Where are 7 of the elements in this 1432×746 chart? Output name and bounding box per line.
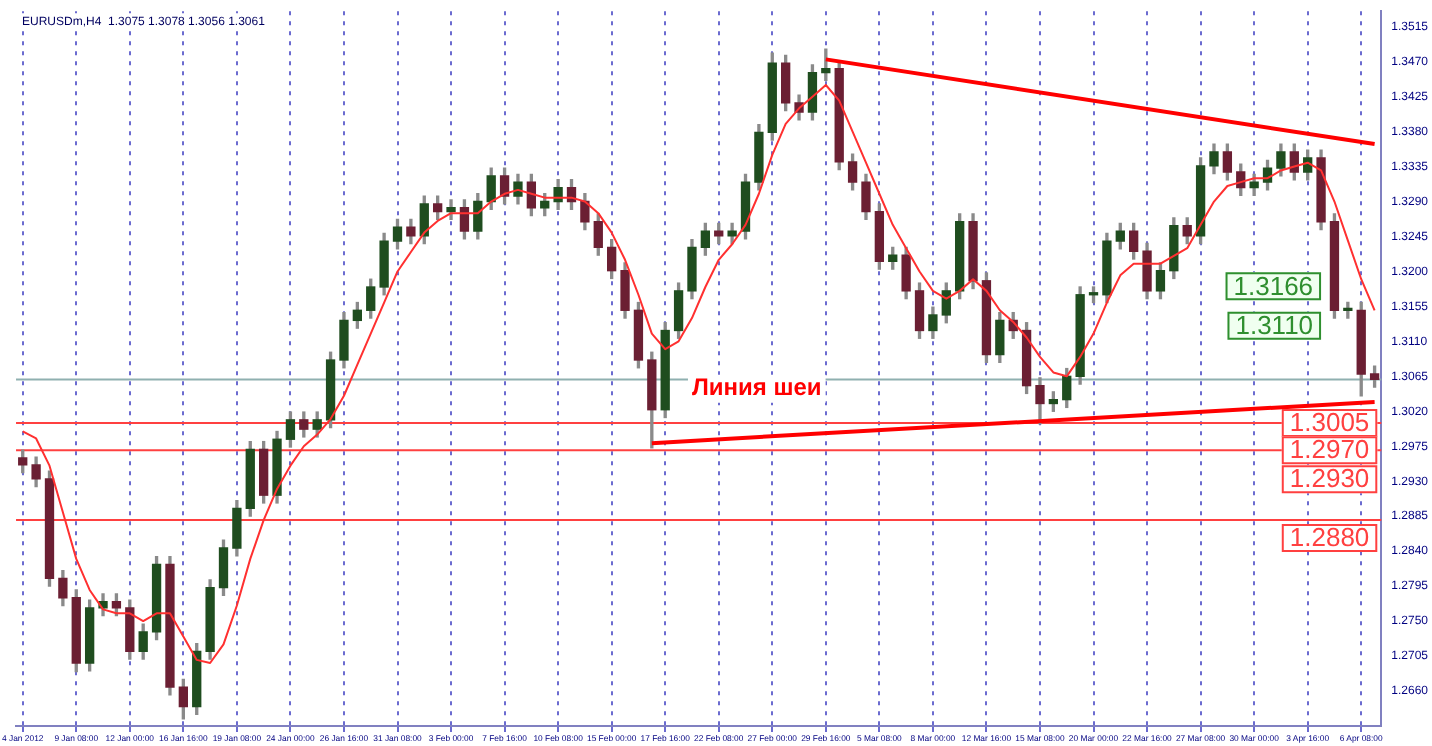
ref-line-label: 1.3005: [1289, 407, 1370, 438]
annotation: 1.3110: [1235, 309, 1314, 340]
annotation: Линия шеи: [691, 373, 822, 402]
ref-line-label: 1.2970: [1289, 434, 1370, 465]
annotation: 1.3166: [1233, 270, 1314, 301]
ref-line-label: 1.2880: [1289, 522, 1370, 553]
annotation: 1.2930: [1289, 463, 1370, 494]
